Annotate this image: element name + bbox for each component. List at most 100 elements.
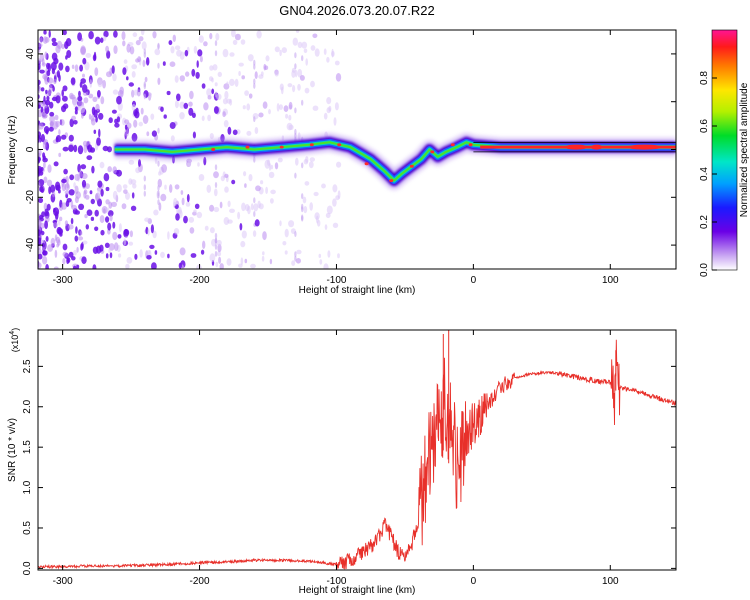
noise-dot — [131, 132, 138, 142]
noise-dot — [62, 85, 68, 92]
noise-dot — [38, 43, 43, 48]
noise-dot — [252, 230, 257, 238]
noise-streak — [157, 184, 160, 191]
noise-dot — [86, 155, 93, 161]
noise-dot — [240, 39, 246, 45]
noise-dot — [41, 62, 46, 67]
noise-dot — [334, 102, 339, 111]
noise-dot — [188, 101, 193, 107]
noise-dot — [50, 184, 56, 193]
ridge-hotspot — [337, 143, 342, 147]
noise-dot — [131, 89, 135, 98]
noise-streak — [301, 55, 304, 62]
noise-streak — [301, 215, 304, 222]
noise-dot — [162, 61, 166, 66]
noise-dot — [38, 197, 44, 203]
noise-dot — [83, 144, 88, 154]
top-x-axis: -300 -200 -100 0 100 — [53, 30, 619, 286]
noise-dot — [96, 137, 101, 146]
noise-streak — [214, 40, 218, 47]
noise-dot — [279, 220, 282, 227]
noise-dot — [210, 227, 215, 234]
noise-dot — [45, 264, 49, 269]
noise-dot — [42, 140, 47, 150]
noise-dot — [257, 200, 261, 209]
noise-dot — [71, 115, 76, 121]
noise-dot — [254, 127, 259, 134]
x-tick-label: -100 — [326, 576, 346, 587]
noise-dot — [62, 258, 66, 265]
noise-dot — [49, 101, 54, 109]
noise-dot — [198, 35, 204, 43]
noise-dot — [58, 129, 61, 136]
noise-dot — [107, 166, 112, 173]
noise-dot — [196, 211, 203, 219]
noise-dot — [41, 242, 45, 248]
noise-dot — [310, 45, 316, 51]
noise-dot — [92, 264, 97, 269]
noise-dot — [83, 97, 89, 104]
noise-dot — [74, 235, 79, 242]
noise-dot — [189, 227, 195, 234]
noise-dot — [319, 259, 323, 265]
noise-dot — [189, 90, 194, 100]
noise-dot — [56, 243, 60, 248]
noise-dot — [318, 253, 322, 258]
noise-dot — [38, 181, 41, 189]
noise-dot — [53, 222, 58, 228]
noise-dot — [179, 101, 185, 109]
noise-dot — [326, 205, 333, 215]
colorbar-gradient — [711, 29, 738, 271]
noise-dot — [335, 195, 340, 201]
noise-dot — [55, 44, 61, 54]
noise-dot — [48, 126, 54, 132]
noise-dot — [116, 116, 121, 123]
noise-dot — [229, 52, 235, 57]
noise-dot — [323, 263, 329, 269]
noise-dot — [105, 199, 110, 205]
noise-dot — [241, 75, 245, 80]
noise-dot — [107, 210, 114, 217]
ridge-hotspot — [468, 143, 473, 147]
noise-dot — [331, 48, 334, 58]
noise-dot — [81, 113, 84, 119]
noise-streak — [294, 255, 297, 262]
noise-dot — [197, 162, 200, 167]
noise-dot — [180, 190, 184, 195]
noise-dot — [64, 41, 69, 50]
noise-dot — [222, 48, 229, 58]
y-tick-label: 40 — [25, 48, 36, 60]
noise-dot — [100, 37, 104, 43]
noise-dot — [122, 184, 128, 190]
noise-dot — [193, 45, 198, 54]
noise-dot — [54, 114, 59, 121]
noise-dot — [40, 87, 45, 92]
noise-dot — [72, 265, 77, 269]
noise-dot — [169, 122, 176, 129]
noise-dot — [112, 231, 118, 241]
noise-dot — [70, 77, 76, 85]
noise-dot — [240, 257, 244, 266]
noise-dot — [71, 64, 75, 70]
noise-dot — [141, 41, 147, 50]
x-tick-label: -100 — [326, 275, 346, 286]
top-x-axis-label: Height of straight line (km) — [299, 285, 416, 296]
noise-dot — [169, 61, 176, 67]
noise-streak — [157, 160, 160, 167]
noise-dot — [97, 90, 101, 98]
noise-dot — [207, 114, 212, 122]
noise-dot — [226, 258, 232, 266]
noise-dot — [246, 130, 252, 136]
noise-dot — [107, 146, 112, 153]
noise-dot — [43, 74, 48, 82]
noise-dot — [151, 130, 157, 137]
noise-dot — [104, 242, 110, 248]
noise-dot — [93, 51, 97, 61]
noise-dot — [46, 179, 53, 187]
noise-dot — [76, 246, 79, 253]
noise-dot — [323, 48, 327, 55]
noise-dot — [123, 238, 127, 246]
colorbar-tick-label: 0.2 — [699, 215, 710, 229]
noise-dot — [274, 46, 280, 53]
noise-dot — [133, 119, 138, 128]
